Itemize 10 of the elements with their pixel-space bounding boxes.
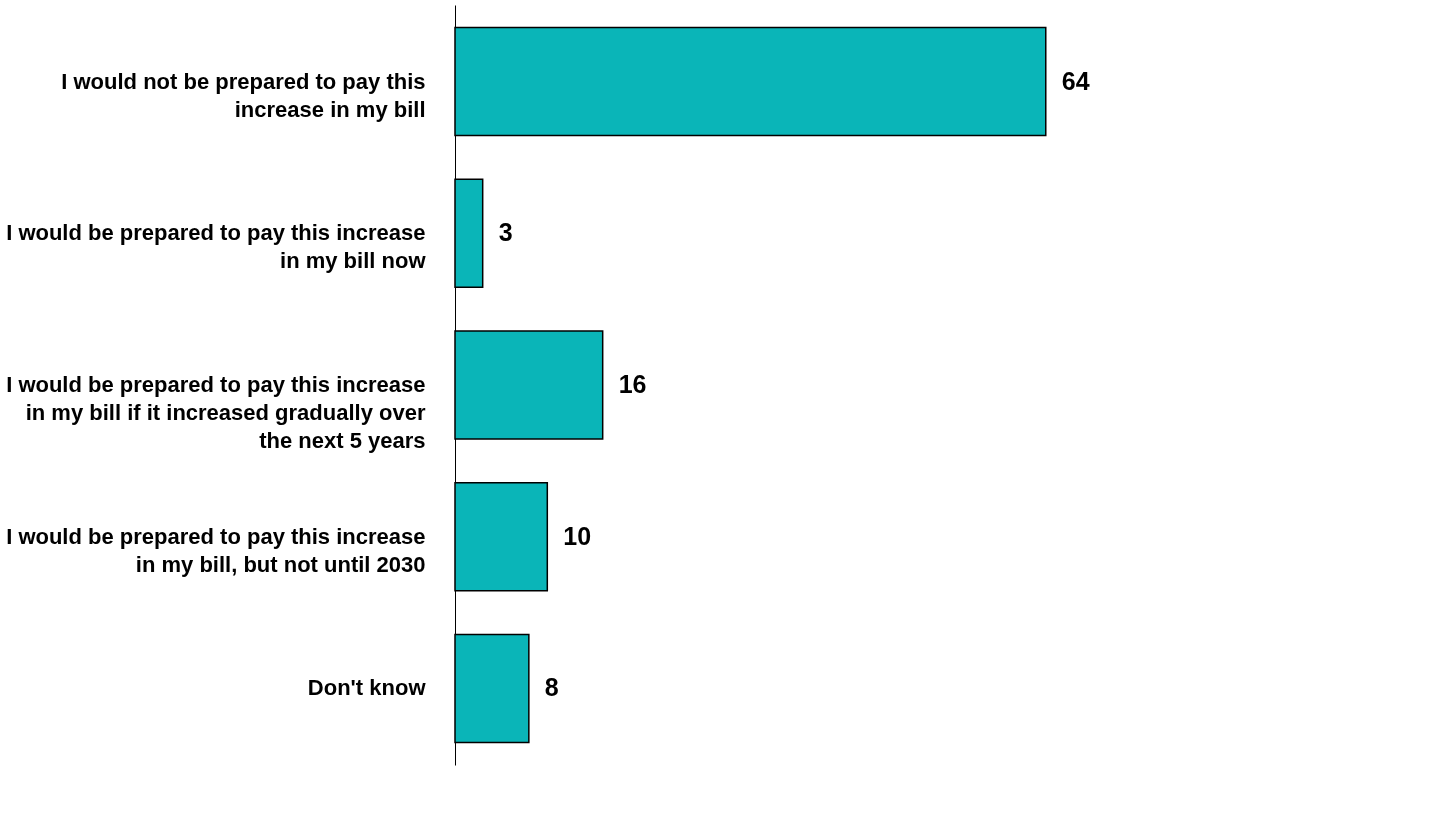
data-label: 16	[618, 370, 647, 398]
data-label: 10	[563, 521, 592, 550]
y-tick-label: I would not be prepared to pay this increase in my bill	[61, 68, 426, 122]
y-tick-label: I would be prepared to pay this increase in my bill, but not until 2030	[6, 523, 426, 577]
data-label: 3	[498, 218, 513, 247]
y-tick-label: I would be prepared to pay this increase in my bill if it increased gradually over the next 5 years	[6, 372, 426, 453]
y-tick-label: Don't know	[307, 675, 427, 701]
data-label: 64	[1061, 66, 1090, 95]
y-tick-label: I would be prepared to pay this increase in my bill now	[6, 220, 427, 274]
data-label: 8	[544, 673, 559, 702]
